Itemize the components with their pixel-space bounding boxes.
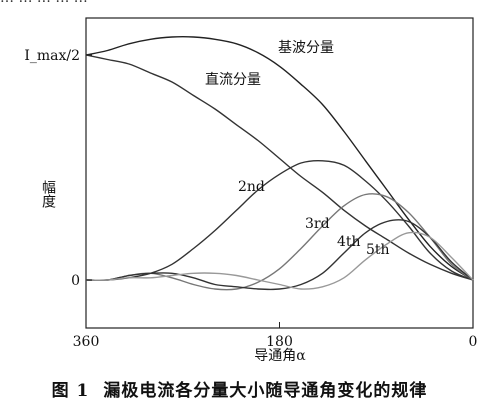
figure-number: 图 1 — [51, 381, 90, 401]
x-tick-label: 180 — [266, 334, 293, 350]
series-label-6: 5th — [366, 242, 390, 258]
series-line-6 — [85, 231, 474, 290]
series-line-3 — [85, 159, 474, 281]
series-label-3: 2nd — [238, 179, 265, 195]
series-label-2: 直流分量 — [205, 71, 261, 88]
figure-caption: 图 1 漏极电流各分量大小随导通角变化的规律 — [0, 376, 493, 404]
series-group — [85, 36, 474, 291]
cropped-top-text: … … … … … — [0, 0, 493, 6]
plot-frame — [85, 17, 474, 329]
series-label-4: 3rd — [305, 216, 330, 232]
tick-group: 360 180 0 I_max/2 0 — [24, 48, 477, 350]
x-tick-label: 0 — [469, 334, 478, 350]
series-label-1: 基波分量 — [278, 39, 334, 56]
x-axis-label: 导通角α — [254, 348, 306, 364]
x-tick-label: 360 — [73, 334, 100, 350]
y-tick-label: 0 — [71, 273, 80, 289]
series-label-5: 4th — [337, 234, 361, 250]
series-line-2 — [85, 54, 474, 281]
y-tick-label: I_max/2 — [24, 48, 80, 64]
series-line-1 — [85, 36, 474, 281]
series-line-5 — [85, 219, 474, 291]
y-axis-label: 幅度 — [40, 180, 56, 208]
figure-caption-text: 漏极电流各分量大小随导通角变化的规律 — [103, 381, 428, 401]
